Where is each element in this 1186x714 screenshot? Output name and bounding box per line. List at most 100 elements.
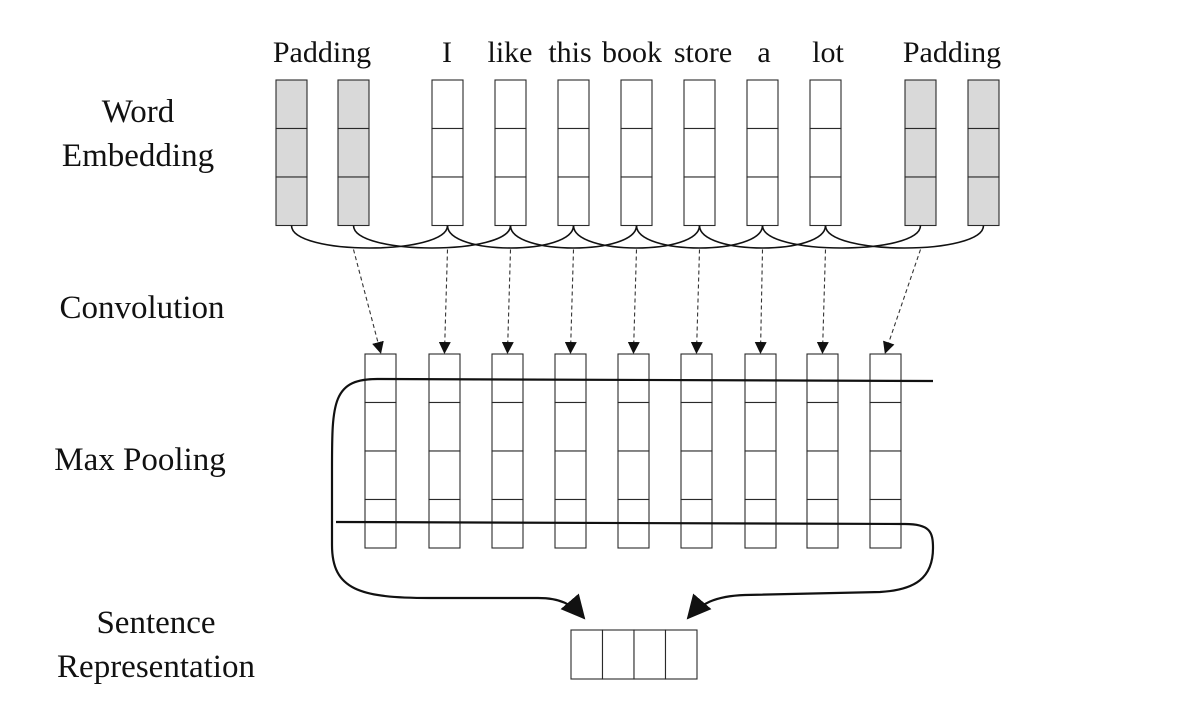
sentence-label-line2: Representation [57,649,255,685]
feature-cell [680,353,713,404]
embedding-cell [967,127,1000,178]
sentence-label-line1: Sentence [96,605,215,641]
window-curve [761,225,922,249]
token-label: store [674,36,732,69]
embedding-cell [620,176,653,227]
embedding-cell [431,127,464,178]
feature-map-column [428,353,461,549]
word-embedding-column [746,79,779,227]
convolution-arrow [438,249,451,354]
window-curve [509,225,638,249]
window-curve [352,225,512,249]
feature-map-column [554,353,587,549]
feature-cell [554,401,587,452]
embedding-cell [431,176,464,227]
padding-embedding-column [337,79,370,227]
feature-cell [617,450,650,501]
convolution-arrow [627,249,640,354]
sentence-vector [570,629,698,680]
word-embedding-columns [275,79,1000,227]
feature-cell [680,401,713,452]
feature-map-column [491,353,524,549]
feature-cell [806,401,839,452]
feature-cell [806,353,839,404]
feature-cell [491,401,524,452]
token-label: this [548,36,591,69]
word-embedding-column [494,79,527,227]
window-curve [635,225,764,249]
word-embedding-column [809,79,842,227]
embedding-cell [746,127,779,178]
word-embedding-column [620,79,653,227]
embedding-cell [809,127,842,178]
embedding-cell [746,79,779,130]
embedding-cell [809,79,842,130]
convolution-arrow [690,249,703,354]
embedding-cell [275,79,308,130]
feature-map-column [744,353,777,549]
convolution-window-curves [290,225,985,249]
convolution-label: Convolution [59,290,224,326]
embedding-cell [904,176,937,227]
feature-cell [491,498,524,549]
feature-cell [364,498,397,549]
sentence-cell [570,629,604,680]
window-curve [446,225,575,249]
convolution-arrow [883,249,922,354]
feature-cell [491,450,524,501]
feature-map-column [680,353,713,549]
feature-map-column [364,353,397,549]
embedding-cell [904,79,937,130]
feature-map-column [806,353,839,549]
feature-cell [744,401,777,452]
convolution-arrow [754,249,767,354]
embedding-cell [620,79,653,130]
word-embedding-label-line2: Embedding [62,138,214,174]
word-embedding-column [557,79,590,227]
token-label: Padding [273,36,371,69]
convolution-arrows [352,249,922,354]
convolution-arrow [816,249,829,354]
feature-cell [428,498,461,549]
embedding-cell [494,127,527,178]
convolution-arrow [352,249,384,354]
embedding-cell [337,176,370,227]
token-label: Padding [903,36,1001,69]
word-embedding-column [431,79,464,227]
padding-embedding-column [967,79,1000,227]
feature-cell [617,401,650,452]
max-pooling-label: Max Pooling [54,442,225,478]
embedding-cell [557,176,590,227]
padding-embedding-column [904,79,937,227]
convolution-arrow [501,249,514,354]
word-embedding-column [683,79,716,227]
feature-cell [364,401,397,452]
embedding-cell [494,79,527,130]
token-label: lot [812,36,844,69]
sentence-cell [633,629,667,680]
window-curve [698,225,827,249]
max-pool-line-bottom [335,520,935,620]
feature-cell [680,450,713,501]
feature-cell [428,401,461,452]
window-curve [572,225,701,249]
embedding-cell [337,127,370,178]
embedding-cell [683,176,716,227]
feature-map-columns [364,353,902,549]
embedding-cell [431,79,464,130]
embedding-cell [904,127,937,178]
embedding-cell [683,79,716,130]
embedding-cell [557,79,590,130]
feature-map-column [617,353,650,549]
word-embedding-label-line1: Word [102,94,175,130]
feature-cell [869,401,902,452]
embedding-cell [620,127,653,178]
sentence-cell [601,629,635,680]
token-label: I [442,36,452,69]
feature-cell [491,353,524,404]
embedding-cell [683,127,716,178]
feature-cell [744,450,777,501]
max-pool-line-top [330,377,934,620]
feature-cell [869,353,902,404]
